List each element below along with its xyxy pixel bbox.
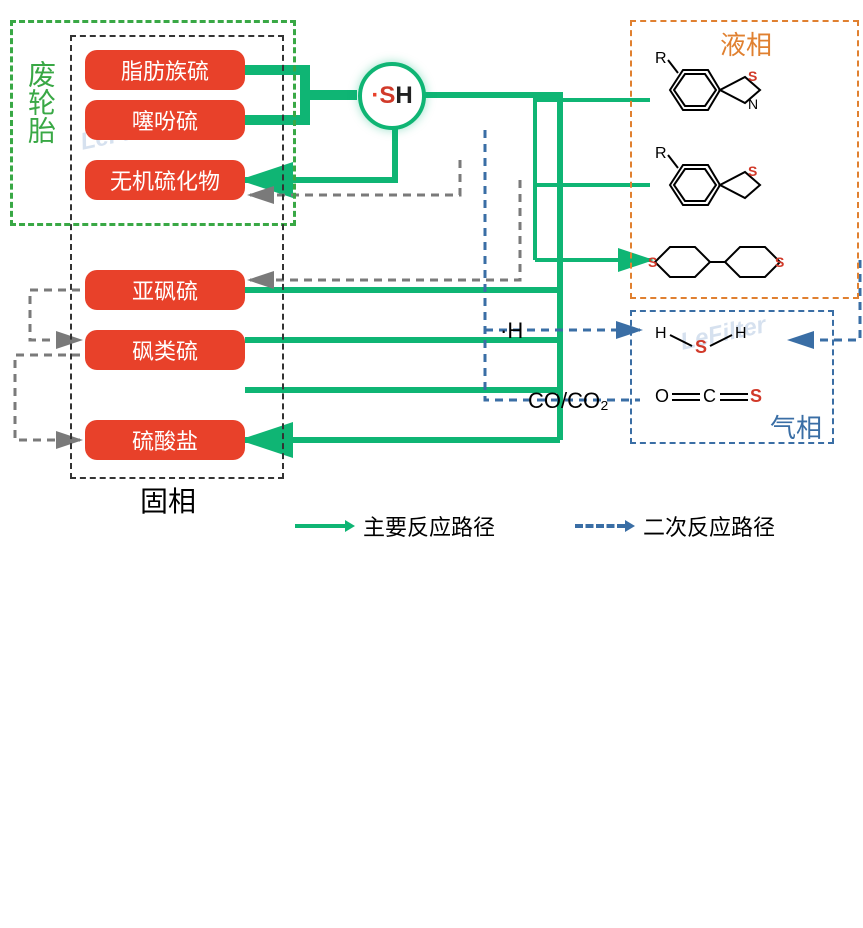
legend-primary: 主要反应路径 <box>295 510 495 542</box>
solid-phase-label: 固相 <box>140 480 196 520</box>
box-thiophene: 噻吩硫 <box>85 100 245 140</box>
box-inorganic: 无机硫化物 <box>85 160 245 200</box>
legend-primary-label: 主要反应路径 <box>363 510 495 542</box>
h-radical-label: ·H <box>500 318 523 344</box>
sh-node: ·SH <box>358 62 426 130</box>
r-substituent-2: R <box>655 145 667 163</box>
r-substituent-1: R <box>655 50 667 68</box>
co-co2-label: CO/CO₂ <box>528 388 609 414</box>
box-sulfate: 硫酸盐 <box>85 420 245 460</box>
box-sulfone: 砜类硫 <box>85 330 245 370</box>
gas-phase-label: 气相 <box>770 408 822 445</box>
waste-tire-label: 废轮胎 <box>20 60 60 144</box>
liquid-phase-label: 液相 <box>720 25 772 62</box>
legend-secondary: 二次反应路径 <box>575 510 775 542</box>
legend-secondary-label: 二次反应路径 <box>643 510 775 542</box>
box-sulfoxide: 亚砜硫 <box>85 270 245 310</box>
box-aliphatic: 脂肪族硫 <box>85 50 245 90</box>
